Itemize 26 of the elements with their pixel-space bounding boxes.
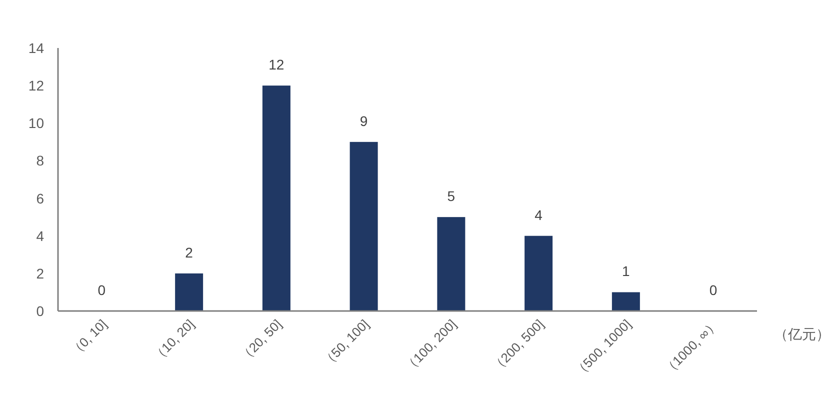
y-tick-label: 2 <box>36 265 44 282</box>
data-label: 5 <box>447 188 456 204</box>
x-axis-title: （亿元） <box>774 326 830 342</box>
data-label: 2 <box>185 244 194 260</box>
data-label: 4 <box>534 206 543 223</box>
bar <box>524 236 553 311</box>
x-tick-label: （0, 10] <box>67 316 110 360</box>
y-tick-label: 6 <box>36 190 44 206</box>
bar <box>612 292 640 311</box>
bar <box>175 273 204 311</box>
bar <box>262 86 290 311</box>
y-tick-label: 8 <box>36 152 44 169</box>
y-tick-label: 14 <box>28 40 44 56</box>
x-tick-label: （20, 50] <box>236 316 285 364</box>
y-tick-label: 10 <box>28 115 44 132</box>
bar <box>437 217 466 311</box>
data-label: 9 <box>360 112 368 129</box>
data-label: 12 <box>268 56 284 73</box>
data-label: 0 <box>709 282 718 298</box>
data-label: 1 <box>622 263 630 280</box>
x-tick-label: （10, 20] <box>149 316 198 364</box>
bar <box>350 142 378 311</box>
data-label: 0 <box>98 282 106 298</box>
y-tick-label: 0 <box>36 303 44 319</box>
y-tick-label: 4 <box>36 228 44 244</box>
y-tick-label: 12 <box>28 78 44 94</box>
